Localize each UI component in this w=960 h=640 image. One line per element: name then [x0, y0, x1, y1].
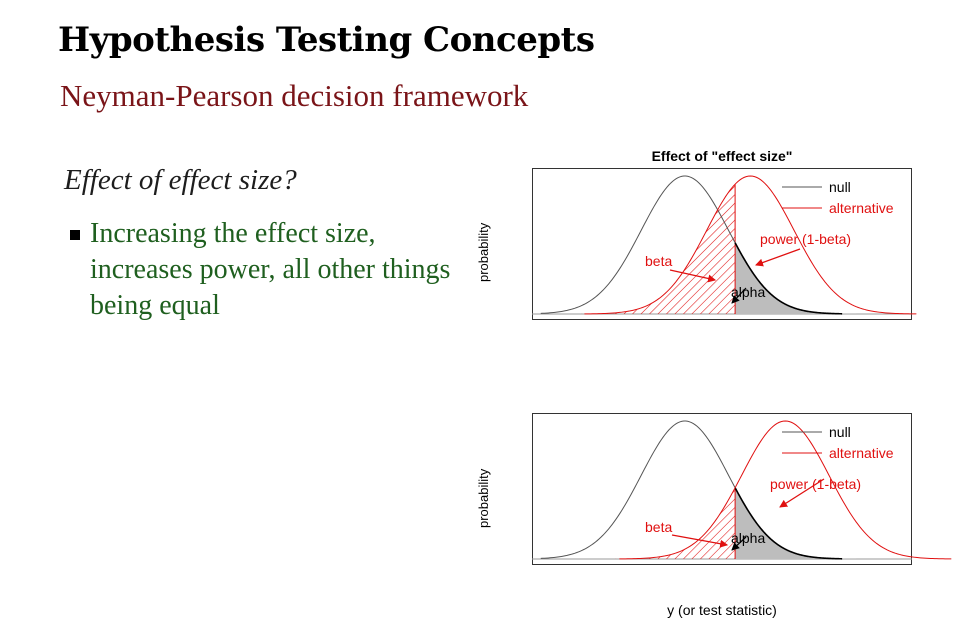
- legend-null-label: null: [829, 179, 851, 195]
- x-axis-label: y (or test statistic): [667, 602, 777, 618]
- beta-label: beta: [645, 519, 672, 535]
- power-arrow: [755, 248, 801, 267]
- null-tail-curve: [734, 242, 843, 315]
- alpha-label: alpha: [731, 530, 765, 546]
- alpha-arrow: [731, 287, 747, 304]
- power-arrow: [779, 478, 825, 508]
- question-heading: Effect of effect size?: [64, 164, 297, 196]
- alternative-curve: [619, 420, 952, 560]
- alpha-label: alpha: [731, 284, 765, 300]
- chart-top: null alternative beta power (1-beta) alpha: [532, 168, 917, 320]
- beta-arrow: [669, 269, 717, 283]
- alpha-area: [735, 487, 912, 559]
- alternative-curve: [584, 175, 917, 315]
- alpha-area: [735, 242, 912, 314]
- slide-title: Hypothesis Testing Concepts: [58, 20, 595, 60]
- y-axis-label-top: probability: [476, 222, 491, 282]
- legend-alternative-label: alternative: [829, 445, 894, 461]
- beta-area: [532, 184, 736, 314]
- alpha-arrow: [731, 536, 747, 551]
- plot-frame: [532, 413, 912, 565]
- plot-frame: [532, 168, 912, 320]
- beta-arrow: [671, 534, 729, 548]
- chart-title: Effect of "effect size": [651, 148, 793, 164]
- null-tail-curve: [734, 487, 843, 560]
- legend-null-label: null: [829, 424, 851, 440]
- slide-subtitle: Neyman-Pearson decision framework: [60, 78, 529, 113]
- bullet-point: Increasing the effect size, increases po…: [70, 216, 470, 324]
- beta-label: beta: [645, 253, 672, 269]
- power-label: power (1-beta): [760, 231, 851, 247]
- beta-area: [532, 487, 736, 559]
- bullet-square-icon: [70, 230, 80, 240]
- y-axis-label-bottom: probability: [476, 468, 491, 528]
- bullet-text: Increasing the effect size, increases po…: [90, 218, 451, 321]
- legend-alternative-label: alternative: [829, 200, 894, 216]
